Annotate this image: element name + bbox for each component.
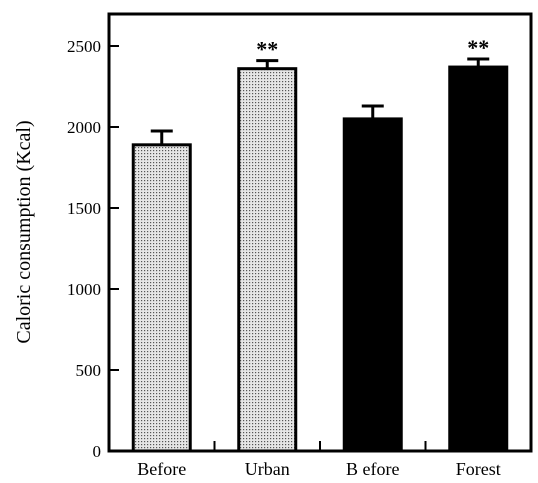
y-tick-label-3: 1500 xyxy=(67,199,101,218)
x-category-label-2: B efore xyxy=(346,459,399,479)
x-category-label-1: Urban xyxy=(245,459,290,479)
x-axis: Before Urban B efore Forest xyxy=(137,441,501,479)
y-axis-title: Caloric consumption (Kcal) xyxy=(13,120,35,343)
bar-2 xyxy=(342,117,403,453)
y-tick-label-0: 0 xyxy=(93,442,102,461)
x-category-label-0: Before xyxy=(137,459,186,479)
y-tick-label-5: 2500 xyxy=(67,37,101,56)
y-tick-label-4: 2000 xyxy=(67,118,101,137)
y-axis: 0 500 1000 1500 2000 2500 xyxy=(67,37,119,461)
x-category-label-3: Forest xyxy=(456,459,501,479)
bar-0 xyxy=(131,143,192,453)
bar-3 xyxy=(448,65,509,453)
y-tick-label-2: 1000 xyxy=(67,280,101,299)
significance-label-3: ** xyxy=(467,35,489,60)
significance-label-1: ** xyxy=(256,37,278,62)
bar-1 xyxy=(237,67,298,453)
y-tick-label-1: 500 xyxy=(76,361,102,380)
bars: ** ** xyxy=(131,35,509,453)
